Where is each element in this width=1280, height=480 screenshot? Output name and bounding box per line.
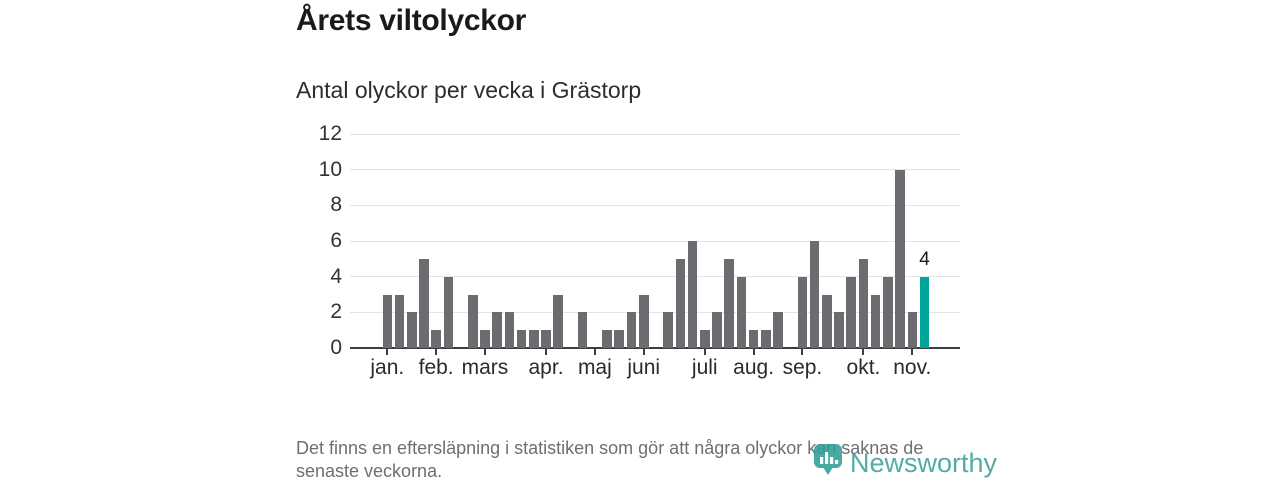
grid-line [350,240,960,242]
bar [895,169,905,348]
month-label: apr. [528,356,564,379]
month-tick-mark [593,348,596,355]
x-axis-baseline [350,347,960,349]
bar [858,258,869,348]
y-axis-tick-label: 4 [330,264,342,288]
highlighted-bar [919,276,930,348]
bar [761,330,771,348]
grid-line [350,276,960,278]
bar [431,330,441,348]
bar [443,276,454,348]
month-tick-mark [703,348,706,355]
bar [614,330,625,348]
bar [883,276,893,348]
bar [419,258,429,348]
bar [663,312,673,348]
month-label: jan. [370,356,405,379]
bar [773,312,783,348]
bar [602,330,612,348]
newsworthy-logo-text: Newsworthy [850,447,998,478]
month-tick-mark [801,348,804,355]
bar [382,294,393,348]
month-tick-mark [435,348,438,355]
bar [492,312,502,348]
month-tick-mark [911,348,914,355]
bar [467,294,478,348]
month-tick-mark [642,348,645,355]
month-tick-mark [862,348,865,355]
bar [712,312,722,348]
bar [626,312,637,348]
bar [846,276,857,348]
month-label: feb. [418,356,454,379]
bar [797,276,808,348]
month-label: maj [577,356,612,379]
bar [406,312,417,348]
bar [870,294,881,348]
grid-line [350,204,960,206]
footer-note-line1: Det finns en eftersläpning i statistiken… [296,438,924,458]
month-label: okt. [846,356,881,379]
bar [907,312,918,348]
month-tick-mark [545,348,548,355]
bar-chart: 0 2 4 6 8 10 12 4 jan. feb. mars apr. maj juni juli aug… [319,122,960,379]
grid-line [350,169,960,171]
bar [748,330,759,348]
y-axis-tick-label: 2 [330,300,342,324]
bar-value-label: 4 [919,248,930,270]
bar [638,294,649,348]
bar [687,241,698,348]
month-label: sep. [782,356,823,379]
month-tick-mark [483,348,486,355]
bar [541,330,551,348]
month-tick-mark [386,348,389,355]
page-title: Årets viltolyckor [296,4,526,37]
bar [516,330,527,348]
newsworthy-logo[interactable]: Newsworthy [813,443,997,480]
month-label: nov. [893,356,932,379]
grid-line [350,133,960,135]
bar [724,258,734,348]
month-label: mars [461,356,509,379]
bar [822,294,832,348]
bar [809,241,820,348]
y-axis-tick-label: 8 [330,193,342,217]
month-tick-mark [752,348,755,355]
footer-note-line2: senaste veckorna. [296,461,443,480]
grid-line [350,311,960,313]
month-label: juli [691,356,718,379]
bar [553,294,564,348]
newsworthy-barchart-pin-icon [813,443,843,480]
bar [529,330,539,348]
bar [834,312,844,348]
y-axis-tick-label: 6 [330,229,342,252]
bar [577,312,588,348]
bar [699,330,710,348]
bar [394,294,405,348]
bar [504,312,515,348]
bar [736,276,747,348]
y-axis-tick-label: 0 [330,336,342,359]
month-label: juni [627,356,661,379]
chart-subtitle: Antal olyckor per vecka i Grästorp [296,77,642,103]
bar [675,258,686,348]
y-axis-tick-label: 10 [318,157,342,181]
month-label: aug. [733,356,775,379]
bar [480,330,490,348]
footer-note: Det finns en eftersläpning i statistiken… [296,437,923,480]
y-axis-tick-label: 12 [318,122,342,145]
